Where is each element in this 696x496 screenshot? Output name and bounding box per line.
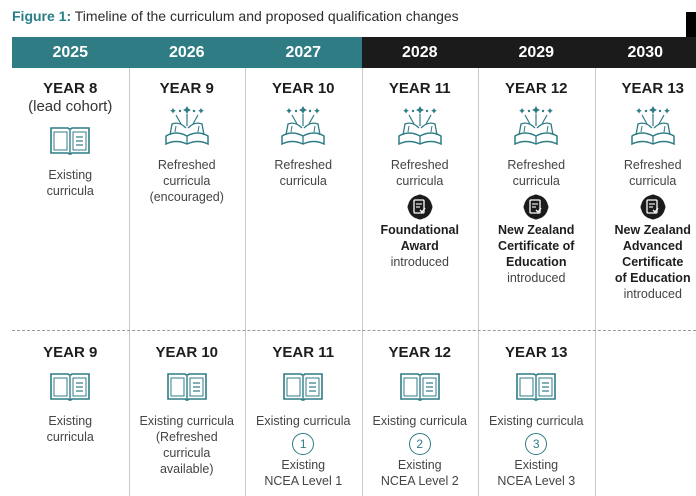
row-divider (12, 330, 696, 331)
curriculum-status: curricula (46, 184, 94, 198)
cohort-cell: YEAR 9 Refreshed curricula (encouraged) (129, 80, 246, 205)
qualification-name: Certificate of (498, 239, 575, 253)
cohort-year: YEAR 9 (159, 80, 214, 97)
cohort-year: YEAR 11 (388, 80, 451, 97)
year-header-bar: 2025 2026 2027 2028 2029 2030 (12, 37, 696, 68)
curriculum-status: (encouraged) (149, 190, 224, 204)
open-book-sparkle-icon (129, 102, 246, 153)
curriculum-status: Existing curricula (139, 414, 234, 428)
cohort-cell: YEAR 13 Existing curricula 3 Existing NCEA L… (478, 344, 595, 489)
cohort-cell: YEAR 11 Existing curricula 1 Existing NCEA L… (245, 344, 362, 489)
certificate-badge-icon (407, 195, 432, 219)
ncea-level-label: Existing (397, 458, 442, 472)
curriculum-status: Refreshed (507, 158, 566, 172)
cohort-year: YEAR 10 (271, 80, 335, 97)
qualification-name: Education (506, 255, 567, 269)
cohort-year: YEAR 9 (43, 344, 98, 361)
book-icon (245, 370, 362, 409)
curriculum-status: Refreshed (157, 158, 216, 172)
column-divider (361, 68, 363, 496)
qualification-note: introduced (507, 271, 566, 285)
cohort-cell: YEAR 9 Existing curricula (12, 344, 129, 445)
open-book-sparkle-icon (362, 102, 479, 153)
qualification-note: introduced (390, 255, 449, 269)
year-header-2027: 2027 (245, 37, 362, 68)
year-header-2029: 2029 (478, 37, 595, 68)
qualification-name: New Zealand (498, 223, 575, 237)
ncea-level-label: NCEA Level 3 (497, 474, 576, 488)
curriculum-status: curricula (46, 430, 94, 444)
curriculum-status: curricula (396, 174, 444, 188)
cohort-cell: YEAR 10 Existing curricula (Refreshed curri… (129, 344, 246, 477)
qualification-name: Advanced (622, 239, 683, 253)
column-divider (245, 68, 246, 496)
curriculum-status: Refreshed (390, 158, 449, 172)
curriculum-status: Existing (48, 168, 93, 182)
book-icon (362, 370, 479, 409)
qualification-name: Foundational (380, 223, 459, 237)
qualification-note: introduced (623, 287, 682, 301)
level-number-badge: 3 (525, 433, 548, 455)
figure-label: Figure 1: (12, 8, 72, 24)
year-header-2030: 2030 (594, 37, 696, 68)
cohort-year: YEAR 13 (621, 80, 685, 97)
ncea-level-label: NCEA Level 2 (380, 474, 459, 488)
ncea-level-label: Existing (514, 458, 559, 472)
curriculum-status: Existing curricula (489, 414, 584, 428)
cohort-cell: YEAR 11 Refreshed curricula Foundational Awa… (362, 80, 479, 270)
curriculum-status: Existing curricula (372, 414, 467, 428)
certificate-badge-icon (640, 195, 665, 219)
curriculum-status: (Refreshed (155, 430, 218, 444)
open-book-sparkle-icon (478, 102, 595, 153)
open-book-sparkle-icon (595, 102, 696, 153)
cohort-cell: YEAR 12 Existing curricula 2 Existing NCEA L… (362, 344, 479, 489)
book-icon (12, 124, 129, 163)
cohort-year: YEAR 13 (504, 344, 568, 361)
figure-caption: Timeline of the curriculum and proposed … (71, 8, 459, 24)
dark-edge-marker (686, 12, 696, 42)
book-icon (478, 370, 595, 409)
year-header-2028: 2028 (361, 37, 478, 68)
curriculum-status: Refreshed (623, 158, 682, 172)
cohort-year: YEAR 11 (272, 344, 335, 361)
open-book-sparkle-icon (245, 102, 362, 153)
curriculum-status: Existing curricula (256, 414, 351, 428)
cohort-cell: YEAR 10 Refreshed curricula (245, 80, 362, 189)
column-divider (594, 68, 596, 496)
cohort-cell: YEAR 12 Refreshed curricula New Zealand Cert… (478, 80, 595, 286)
curriculum-status: available) (159, 462, 214, 476)
year-header-2025: 2025 (12, 37, 129, 68)
curriculum-status: curricula (279, 174, 327, 188)
cohort-year: YEAR 8 (43, 80, 98, 97)
curriculum-status: curricula (163, 174, 211, 188)
curriculum-status: Existing (48, 414, 93, 428)
curriculum-status: curricula (629, 174, 677, 188)
cohort-note: (lead cohort) (28, 98, 113, 115)
book-icon (12, 370, 129, 409)
column-divider (128, 68, 130, 496)
level-number-badge: 1 (292, 433, 315, 455)
certificate-badge-icon (524, 195, 549, 219)
cohort-year: YEAR 10 (155, 344, 219, 361)
ncea-level-label: Existing (281, 458, 326, 472)
level-number-badge: 2 (408, 433, 431, 455)
curriculum-status: curricula (163, 446, 211, 460)
qualification-name: Award (400, 239, 439, 253)
ncea-level-label: NCEA Level 1 (264, 474, 343, 488)
curriculum-status: curricula (512, 174, 560, 188)
cohort-year: YEAR 12 (504, 80, 568, 97)
year-header-2026: 2026 (128, 37, 245, 68)
qualification-name: of Education (614, 271, 691, 285)
cohort-year: YEAR 12 (388, 344, 452, 361)
book-icon (129, 370, 246, 409)
curriculum-status: Refreshed (274, 158, 333, 172)
figure-title: Figure 1: Timeline of the curriculum and… (12, 8, 459, 24)
qualification-name: Certificate (622, 255, 684, 269)
column-divider (478, 68, 479, 496)
cohort-cell: YEAR 13 Refreshed curricula New Zealand Adva… (595, 80, 696, 302)
qualification-name: New Zealand (614, 223, 691, 237)
cohort-cell: YEAR 8 (lead cohort) Existing curricula (12, 80, 129, 199)
